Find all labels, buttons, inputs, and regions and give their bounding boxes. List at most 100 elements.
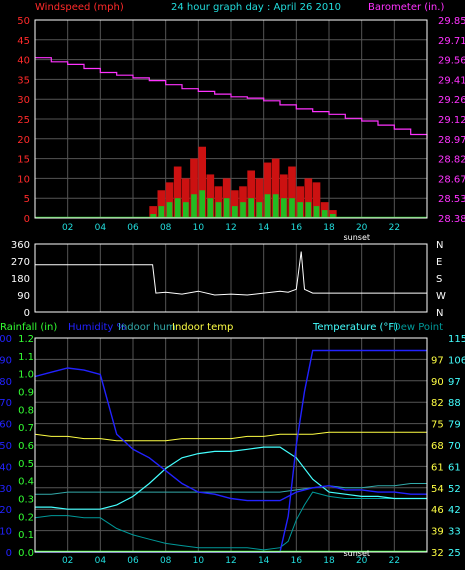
x-tick-label: 06 — [127, 556, 139, 566]
wind-avg-bar — [240, 202, 246, 218]
rainfall-tick: 1.0 — [18, 370, 34, 381]
x-tick-label: 08 — [160, 223, 172, 233]
x-tick-label: 20 — [356, 556, 368, 566]
wind-avg-bar — [264, 194, 271, 218]
windspeed-tick: 20 — [17, 135, 30, 146]
x-tick-label: 02 — [62, 556, 73, 566]
compass-tick: S — [436, 274, 442, 285]
compass-tick: N — [436, 308, 443, 319]
wind-avg-bar — [207, 198, 214, 218]
wind-avg-bar — [166, 202, 173, 218]
direction-tick: 180 — [11, 274, 30, 285]
x-tick-label: 20 — [356, 223, 368, 233]
humidity-tick: 20 — [0, 505, 12, 516]
humidity-label: Humidity % — [68, 322, 126, 333]
x-tick-label: 04 — [95, 556, 107, 566]
temperature-tick: 88 — [448, 398, 461, 409]
compass-tick: E — [436, 257, 442, 268]
temperature-line — [35, 446, 427, 510]
indoor-temp-tick: 90 — [431, 377, 444, 388]
x-tick-label: 04 — [95, 223, 107, 233]
wind-avg-bar — [313, 206, 320, 218]
wind-gust-bar — [288, 166, 296, 218]
wind-avg-bar — [305, 202, 312, 218]
wind-avg-bar — [158, 206, 165, 218]
indoor-temp-tick: 46 — [431, 505, 444, 516]
humidity-tick: 60 — [0, 420, 12, 431]
rainfall-tick: 0.7 — [18, 423, 34, 434]
top-chart-frame — [34, 19, 428, 219]
x-tick-label: 10 — [193, 556, 205, 566]
direction-tick: 0 — [24, 308, 30, 319]
dew-point-line — [34, 491, 427, 551]
mid-chart-frame — [34, 243, 428, 313]
indoor-hum-label: Indoor hum — [118, 322, 176, 333]
rainfall-tick: 0.5 — [18, 459, 34, 470]
temperature-tick: 106 — [448, 355, 465, 366]
windspeed-tick: 50 — [17, 16, 30, 27]
wind-gust-bar — [280, 174, 288, 218]
barometer-tick: 29.41 — [438, 75, 465, 86]
x-tick-label: 22 — [389, 223, 400, 233]
wind-barometer-chart: 0 5 10 15 20 25 30 35 40 45 50 28.38 28.53 28.67 28.82… — [17, 16, 465, 242]
humidity-tick: 30 — [0, 484, 12, 495]
barometer-tick: 29.26 — [438, 95, 465, 106]
rainfall-tick: 0.1 — [18, 530, 34, 541]
x-tick-label: 06 — [127, 223, 139, 233]
wind-gust-bar — [247, 170, 255, 218]
temperature-tick: 33 — [448, 527, 461, 538]
temperature-tick: 61 — [448, 462, 461, 473]
barometer-tick: 28.38 — [438, 214, 465, 225]
humidity-tick: 90 — [0, 355, 12, 366]
wind-gust-bar — [173, 166, 182, 218]
wind-avg-bar — [256, 202, 263, 218]
rainfall-tick: 0.3 — [18, 495, 34, 506]
barometer-line — [35, 57, 428, 139]
wind-avg-bar — [281, 198, 287, 218]
barometer-tick: 28.67 — [438, 174, 465, 185]
wind-avg-bar — [183, 202, 189, 218]
wind-gust-bar — [190, 158, 198, 218]
humidity-line — [34, 367, 427, 502]
x-tick-label: 18 — [323, 223, 335, 233]
bottom-chart-frame — [34, 337, 428, 553]
humidity-tick: 40 — [0, 462, 12, 473]
wind-avg-bar — [232, 206, 238, 218]
wind-avg-bar — [330, 214, 336, 218]
indoor-temp-tick: 32 — [431, 548, 444, 559]
rainfall-tick: 0.0 — [18, 548, 34, 559]
wind-gust-bar — [304, 178, 313, 218]
rainfall-tick: 0.4 — [18, 477, 34, 488]
windspeed-tick: 30 — [17, 95, 30, 106]
indoor-temp-tick: 68 — [431, 441, 444, 452]
wind-avg-bar — [150, 214, 156, 218]
wind-avg-bar — [215, 202, 222, 218]
indoor-temp-label: Indoor temp — [172, 322, 233, 333]
rainfall-tick: 0.6 — [18, 441, 34, 452]
wind-gust-bar — [231, 190, 239, 218]
indoor-temp-tick: 54 — [431, 484, 444, 495]
wind-avg-bar — [272, 194, 279, 218]
barometer-tick: 28.82 — [438, 155, 465, 166]
chart-title: 24 hour graph day : April 26 2010 — [171, 2, 341, 13]
wind-avg-bar — [191, 194, 197, 218]
x-tick-label: 22 — [389, 556, 400, 566]
barometer-tick: 29.12 — [438, 115, 465, 126]
x-tick-label: 16 — [291, 223, 303, 233]
temperature-tick: 42 — [448, 505, 461, 516]
barometer-tick: 29.71 — [438, 36, 465, 47]
indoor-temp-tick: 97 — [431, 355, 444, 366]
wind-direction-line — [35, 251, 427, 296]
temperature-tick: 79 — [448, 420, 461, 431]
temperature-tick: 115 — [448, 334, 465, 345]
windspeed-tick: 35 — [17, 75, 30, 86]
windspeed-tick: 10 — [17, 174, 30, 185]
windspeed-tick: 45 — [17, 36, 30, 47]
rainfall-tick: 0.9 — [18, 388, 34, 399]
barometer-tick: 29.85 — [438, 16, 465, 27]
sunset-label: sunset — [343, 549, 370, 558]
wind-avg-bar — [199, 190, 205, 218]
humidity-tick: 10 — [0, 527, 12, 538]
